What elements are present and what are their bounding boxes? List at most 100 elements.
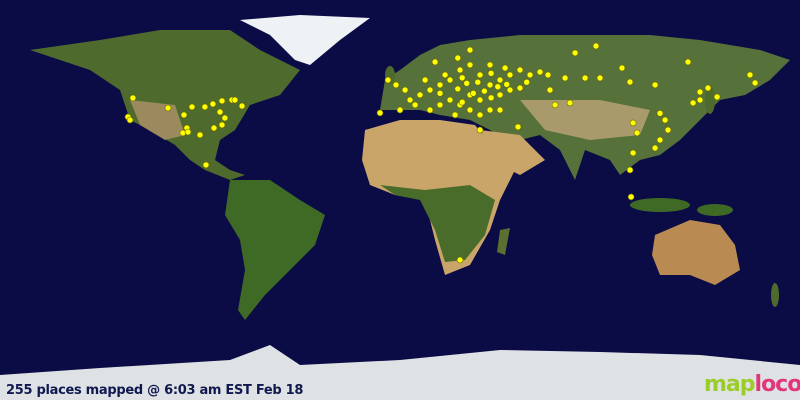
place-marker[interactable] [406, 96, 414, 104]
place-marker[interactable] [126, 116, 134, 124]
place-marker[interactable] [496, 91, 504, 99]
place-marker[interactable] [446, 76, 454, 84]
place-marker[interactable] [629, 119, 637, 127]
place-marker[interactable] [506, 86, 514, 94]
place-marker[interactable] [466, 46, 474, 54]
place-marker[interactable] [201, 103, 209, 111]
maploco-logo[interactable]: maploco [704, 372, 800, 397]
place-marker[interactable] [218, 97, 226, 105]
place-marker[interactable] [689, 99, 697, 107]
place-marker[interactable] [476, 126, 484, 134]
place-marker[interactable] [544, 71, 552, 79]
place-marker[interactable] [571, 49, 579, 57]
place-marker[interactable] [561, 74, 569, 82]
place-marker[interactable] [401, 86, 409, 94]
place-marker[interactable] [218, 121, 226, 129]
place-marker[interactable] [523, 78, 531, 86]
place-marker[interactable] [446, 96, 454, 104]
place-marker[interactable] [481, 87, 488, 95]
place-marker[interactable] [514, 123, 522, 131]
place-marker[interactable] [536, 68, 544, 76]
place-marker[interactable] [486, 81, 494, 89]
place-marker[interactable] [221, 114, 229, 122]
place-marker[interactable] [618, 64, 626, 72]
place-marker[interactable] [454, 85, 462, 93]
place-marker[interactable] [129, 94, 137, 102]
place-marker[interactable] [704, 84, 712, 92]
place-marker[interactable] [566, 99, 574, 107]
place-marker[interactable] [209, 100, 217, 108]
place-marker[interactable] [238, 102, 246, 110]
place-marker[interactable] [474, 78, 482, 86]
place-marker[interactable] [596, 74, 604, 82]
place-marker[interactable] [486, 106, 494, 114]
place-marker[interactable] [546, 86, 554, 94]
place-marker[interactable] [494, 83, 502, 90]
place-marker[interactable] [626, 166, 634, 174]
place-marker[interactable] [216, 108, 224, 116]
place-marker[interactable] [441, 71, 449, 79]
place-marker[interactable] [466, 61, 474, 69]
place-marker[interactable] [526, 71, 534, 79]
place-marker[interactable] [629, 149, 637, 157]
place-marker[interactable] [202, 161, 210, 169]
place-marker[interactable] [458, 98, 466, 106]
place-marker[interactable] [503, 81, 511, 88]
place-marker[interactable] [180, 111, 188, 119]
place-marker[interactable] [392, 81, 400, 89]
place-marker[interactable] [626, 78, 634, 86]
place-marker[interactable] [431, 58, 439, 66]
place-marker[interactable] [416, 91, 424, 99]
place-marker[interactable] [496, 106, 504, 114]
place-marker[interactable] [456, 66, 464, 74]
place-marker[interactable] [656, 136, 664, 144]
place-marker[interactable] [421, 76, 429, 84]
place-marker[interactable] [651, 81, 659, 89]
place-marker[interactable] [633, 129, 641, 137]
place-marker[interactable] [426, 86, 434, 94]
place-marker[interactable] [486, 61, 494, 69]
place-marker[interactable] [231, 96, 239, 104]
place-marker[interactable] [476, 96, 484, 104]
place-marker[interactable] [456, 256, 464, 264]
place-marker[interactable] [436, 101, 444, 109]
place-marker[interactable] [696, 88, 704, 96]
place-marker[interactable] [426, 106, 434, 114]
place-marker[interactable] [501, 64, 509, 72]
place-marker[interactable] [436, 81, 444, 89]
place-marker[interactable] [476, 71, 484, 79]
place-marker[interactable] [376, 109, 384, 117]
place-marker[interactable] [713, 93, 721, 101]
place-marker[interactable] [506, 71, 514, 79]
place-marker[interactable] [396, 106, 404, 114]
place-marker[interactable] [451, 111, 459, 119]
place-marker[interactable] [696, 96, 704, 104]
place-marker[interactable] [516, 84, 524, 92]
place-marker[interactable] [746, 71, 754, 79]
place-marker[interactable] [496, 76, 504, 84]
place-marker[interactable] [551, 101, 559, 109]
place-marker[interactable] [184, 128, 192, 136]
place-marker[interactable] [469, 90, 477, 97]
place-marker[interactable] [384, 76, 392, 84]
place-marker[interactable] [463, 80, 471, 87]
place-marker[interactable] [454, 54, 462, 62]
place-marker[interactable] [661, 116, 669, 124]
place-marker[interactable] [411, 101, 419, 109]
place-marker[interactable] [487, 94, 495, 102]
place-marker[interactable] [684, 58, 692, 66]
place-marker[interactable] [581, 74, 589, 82]
place-marker[interactable] [436, 90, 444, 97]
place-marker[interactable] [476, 111, 484, 119]
place-marker[interactable] [164, 104, 172, 112]
place-marker[interactable] [627, 193, 635, 201]
place-marker[interactable] [458, 74, 466, 82]
place-marker[interactable] [664, 126, 672, 134]
place-marker[interactable] [651, 144, 659, 152]
place-marker[interactable] [188, 103, 196, 111]
place-marker[interactable] [210, 124, 218, 132]
place-marker[interactable] [516, 66, 524, 74]
place-marker[interactable] [487, 70, 495, 77]
place-marker[interactable] [466, 106, 474, 114]
